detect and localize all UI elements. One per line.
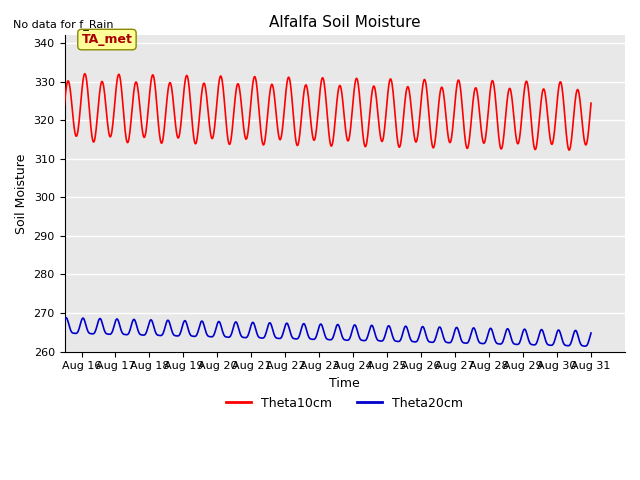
Title: Alfalfa Soil Moisture: Alfalfa Soil Moisture (269, 15, 420, 30)
Text: TA_met: TA_met (81, 33, 132, 46)
Text: No data for f_Rain: No data for f_Rain (13, 19, 113, 30)
Y-axis label: Soil Moisture: Soil Moisture (15, 153, 28, 234)
X-axis label: Time: Time (330, 377, 360, 390)
Legend: Theta10cm, Theta20cm: Theta10cm, Theta20cm (221, 392, 468, 415)
